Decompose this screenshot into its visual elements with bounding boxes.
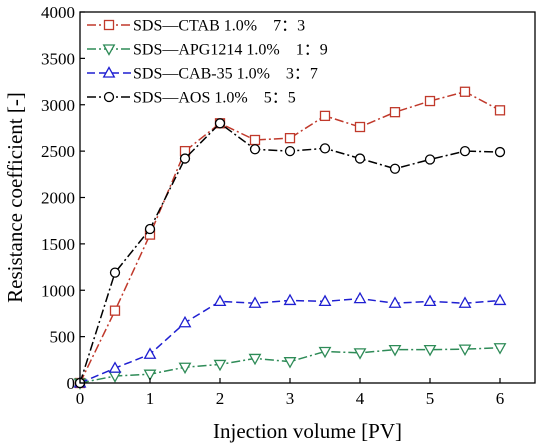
data-point [389,107,401,118]
data-point [493,343,507,355]
data-point [353,291,367,304]
data-point [179,153,191,164]
series-line [79,297,501,384]
data-point [493,293,507,306]
data-point [108,361,122,373]
x-tick-label: 4 [356,389,365,408]
legend-item-3: SDS—AOS 1.0% 5：5 [87,90,296,107]
data-point [494,105,506,116]
data-point [354,121,366,133]
legend-marker [103,19,115,31]
data-point [178,315,192,328]
y-tick-label: 500 [50,328,76,347]
data-point [284,145,296,157]
data-point [284,132,296,144]
data-point [283,357,297,369]
x-tick-label: 5 [426,389,435,408]
legend-label: SDS—APG1214 1.0% 1：9 [133,42,328,59]
data-point [249,134,261,146]
legend-item-0: SDS—CTAB 1.0% 7：3 [87,18,305,35]
data-point [214,118,226,129]
data-point [109,305,121,316]
data-point [459,145,471,157]
data-point [319,110,331,122]
data-point [143,347,157,359]
data-point [458,344,472,356]
y-tick-label: 2000 [41,189,75,208]
x-tick-label: 1 [146,389,155,408]
y-tick-label: 3000 [41,96,75,115]
data-point [354,153,366,164]
x-axis-title: Injection volume [PV] [213,419,402,443]
x-tick-label: 6 [496,389,505,408]
axis-layer: 0 1 2 3 4 5 6 0 500 1000 1500 2000 2500 3000 3500 4000 [41,3,504,408]
y-tick-label: 2500 [41,142,75,161]
x-tick-label: 0 [76,389,85,408]
legend-item-1: SDS—APG1214 1.0% 1：9 [87,42,328,59]
data-point [459,86,471,97]
data-point [248,296,262,308]
y-axis-title: Resistance coefficient [-] [3,92,27,303]
data-point [424,154,436,165]
data-point [389,163,401,174]
data-point [388,296,402,308]
data-point [318,294,332,307]
legend-label: SDS—CTAB 1.0% 7：3 [133,18,305,35]
series-line [79,122,501,384]
series-2 [73,291,507,388]
y-tick-label: 1500 [41,235,75,254]
data-point [283,293,297,306]
series-3 [74,118,506,389]
legend-marker [103,91,115,103]
data-point [249,144,261,155]
data-point [423,344,437,357]
data-point [213,359,227,372]
data-point [388,344,402,357]
legend-label: SDS—AOS 1.0% 5：5 [133,90,296,107]
legend-item-2: SDS—CAB-35 1.0% 3：7 [87,66,318,83]
data-point [424,95,436,107]
y-tick-label: 1000 [41,281,75,300]
data-point [213,294,227,307]
y-tick-label: 3500 [41,49,75,68]
data-point [108,371,122,383]
legend-marker [102,66,116,78]
series-layer [73,86,507,390]
data-point [318,346,332,359]
data-point [248,353,262,366]
data-point [494,146,506,158]
series-0 [74,86,506,389]
data-point [109,267,121,278]
data-point [353,348,367,360]
legend-marker [102,44,116,56]
data-point [178,362,192,375]
y-tick-label: 4000 [41,3,75,22]
legend-label: SDS—CAB-35 1.0% 3：7 [133,66,318,83]
data-point [144,223,156,235]
y-tick-label: 0 [67,374,76,393]
x-tick-label: 2 [216,389,225,408]
data-point [319,143,331,154]
data-point [423,294,437,307]
legend: SDS—CTAB 1.0% 7：3 SDS—APG1214 1.0% 1：9 SDS… [87,18,328,107]
data-point [458,296,472,308]
data-point [143,369,157,382]
x-tick-label: 3 [286,389,295,408]
